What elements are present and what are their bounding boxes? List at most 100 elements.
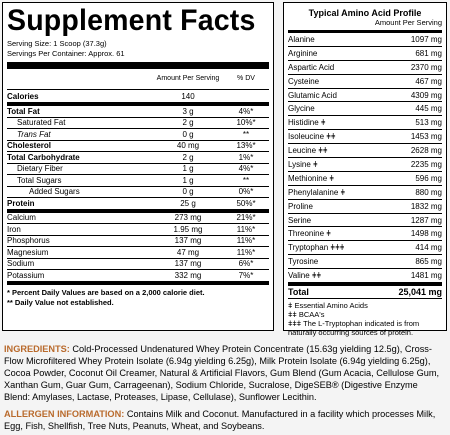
calories-value: 140 <box>181 91 195 101</box>
mineral-row: Potassium 332 mg 7%* <box>7 270 269 282</box>
amino-name: Glutamic Acid <box>288 90 337 100</box>
amino-row: Aspartic Acid 2370 mg <box>288 61 442 75</box>
amino-note-essential: ǂ Essential Amino Acids <box>288 301 368 311</box>
amino-name: Methionine ǂ <box>288 173 335 183</box>
amino-row: Glutamic Acid 4309 mg <box>288 89 442 103</box>
amino-name: Tryptophan ǂǂǂ <box>288 243 345 253</box>
divider-thick <box>7 62 269 69</box>
amino-name: Proline <box>288 201 313 211</box>
amino-name: Cysteine <box>288 76 320 86</box>
amino-value: 414 mg <box>415 243 442 253</box>
amino-name: Tyrosine <box>288 257 319 267</box>
amino-row: Lysine ǂ 2235 mg <box>288 158 442 172</box>
amino-note-bcaa: ǂǂ BCAA's <box>288 310 325 320</box>
servings-per-container: Servings Per Container: Approx. 61 <box>7 49 125 58</box>
mineral-row: Calcium 273 mg 21%* <box>7 213 269 224</box>
amino-row: Alanine 1097 mg <box>288 33 442 47</box>
facts-row: Trans Fat 0 g ** <box>7 129 269 141</box>
col-amount-header: Amount Per Serving <box>156 75 220 82</box>
ingredients-label: INGREDIENTS: <box>4 344 70 354</box>
amino-row: Tyrosine 865 mg <box>288 255 442 270</box>
amino-name: Phenylalanine ǂ <box>288 187 346 197</box>
amino-name: Isoleucine ǂǂ <box>288 132 336 142</box>
amino-name: Threonine ǂ <box>288 229 331 239</box>
facts-row: Cholesterol 40 mg 13%* <box>7 141 269 152</box>
facts-row: Total Fat 3 g 4%* <box>7 106 269 118</box>
facts-row: Protein 25 g 50%* <box>7 198 269 210</box>
amino-row: Valine ǂǂ 1481 mg <box>288 269 442 284</box>
amino-name: Serine <box>288 215 312 225</box>
amino-subtitle: Amount Per Serving <box>374 18 442 27</box>
amino-rows: Alanine 1097 mg Arginine 681 mg Aspartic Aci… <box>288 33 442 284</box>
amino-row: Isoleucine ǂǂ 1453 mg <box>288 130 442 145</box>
amino-row: Arginine 681 mg <box>288 47 442 61</box>
allergen-label: ALLERGEN INFORMATION: <box>4 409 125 419</box>
amino-value: 2370 mg <box>410 62 442 72</box>
amino-value: 880 mg <box>415 187 442 197</box>
facts-row: Total Sugars 1 g ** <box>7 175 269 187</box>
amino-value: 1287 mg <box>410 215 442 225</box>
amino-value: 1481 mg <box>410 271 442 281</box>
amino-row: Threonine ǂ 1498 mg <box>288 227 442 242</box>
amino-row: Histidine ǂ 513 mg <box>288 116 442 131</box>
calories-row: Calories 140 <box>7 90 269 103</box>
amino-row: Phenylalanine ǂ 880 mg <box>288 186 442 200</box>
allergen-text: Contains Milk and Coconut. Manufactured … <box>4 409 436 431</box>
mineral-row: Sodium 137 mg 6%* <box>7 259 269 270</box>
amino-row: Leucine ǂǂ 2628 mg <box>288 144 442 159</box>
amino-name: Aspartic Acid <box>288 62 335 72</box>
amino-value: 1097 mg <box>410 34 442 44</box>
supplement-facts-panel: Supplement Facts Serving Size: 1 Scoop (… <box>2 2 274 331</box>
amino-value: 467 mg <box>415 76 442 86</box>
amino-name: Arginine <box>288 48 318 58</box>
amino-total-label: Total <box>288 287 309 298</box>
amino-row: Proline 1832 mg <box>288 200 442 214</box>
amino-name: Lysine ǂ <box>288 159 318 169</box>
serving-size: Serving Size: 1 Scoop (37.3g) <box>7 39 107 48</box>
divider-medium <box>288 30 442 33</box>
facts-row: Dietary Fiber 1 g 4%* <box>7 164 269 175</box>
footnote-dv: * Percent Daily Values are based on a 2,… <box>7 287 205 297</box>
amino-name: Valine ǂǂ <box>288 271 322 281</box>
amino-name: Histidine ǂ <box>288 118 326 128</box>
amino-value: 681 mg <box>415 48 442 58</box>
facts-row: Saturated Fat 2 g 10%* <box>7 118 269 129</box>
amino-value: 445 mg <box>415 104 442 114</box>
amino-acid-panel: Typical Amino Acid Profile Amount Per Se… <box>283 2 447 337</box>
divider-medium <box>7 209 269 213</box>
amino-total-row: Total 25,041 mg <box>288 283 442 300</box>
amino-total-value: 25,041 mg <box>398 287 442 298</box>
footnote-not-established: ** Daily Value not established. <box>7 297 114 307</box>
facts-row: Total Carbohydrate 2 g 1%* <box>7 152 269 164</box>
mineral-row: Phosphorus 137 mg 11%* <box>7 236 269 247</box>
calories-label: Calories <box>7 91 39 101</box>
amino-value: 1832 mg <box>410 201 442 211</box>
amino-row: Glycine 445 mg <box>288 102 442 117</box>
amino-note-tryptophan: ǂǂǂ The L-Tryptophan indicated is from n… <box>288 319 420 338</box>
amino-name: Alanine <box>288 34 315 44</box>
amino-value: 2235 mg <box>410 159 442 169</box>
facts-row: Added Sugars 0 g 0%* <box>7 187 269 198</box>
mineral-row: Magnesium 47 mg 11%* <box>7 247 269 259</box>
amino-value: 865 mg <box>415 257 442 267</box>
amino-value: 1498 mg <box>410 229 442 239</box>
ingredients-block: INGREDIENTS: Cold-Processed Undenatured … <box>4 343 446 403</box>
amino-row: Cysteine 467 mg <box>288 75 442 89</box>
allergen-block: ALLERGEN INFORMATION: Contains Milk and … <box>4 408 446 432</box>
facts-title: Supplement Facts <box>7 4 256 37</box>
amino-value: 1453 mg <box>410 132 442 142</box>
facts-header-row: Amount Per Serving % DV <box>7 69 269 90</box>
ingredients-text: Cold-Processed Undenatured Whey Protein … <box>4 344 440 402</box>
amino-value: 4309 mg <box>410 90 442 100</box>
divider-medium <box>7 103 269 106</box>
amino-row: Serine 1287 mg <box>288 214 442 228</box>
amino-row: Tryptophan ǂǂǂ 414 mg <box>288 241 442 256</box>
amino-value: 596 mg <box>415 173 442 183</box>
amino-row: Methionine ǂ 596 mg <box>288 172 442 186</box>
amino-title: Typical Amino Acid Profile <box>308 8 422 18</box>
mineral-row: Iron 1.95 mg 11%* <box>7 224 269 236</box>
amino-name: Leucine ǂǂ <box>288 146 328 156</box>
amino-value: 513 mg <box>415 118 442 128</box>
col-dv-header: % DV <box>237 75 255 82</box>
amino-value: 2628 mg <box>410 146 442 156</box>
